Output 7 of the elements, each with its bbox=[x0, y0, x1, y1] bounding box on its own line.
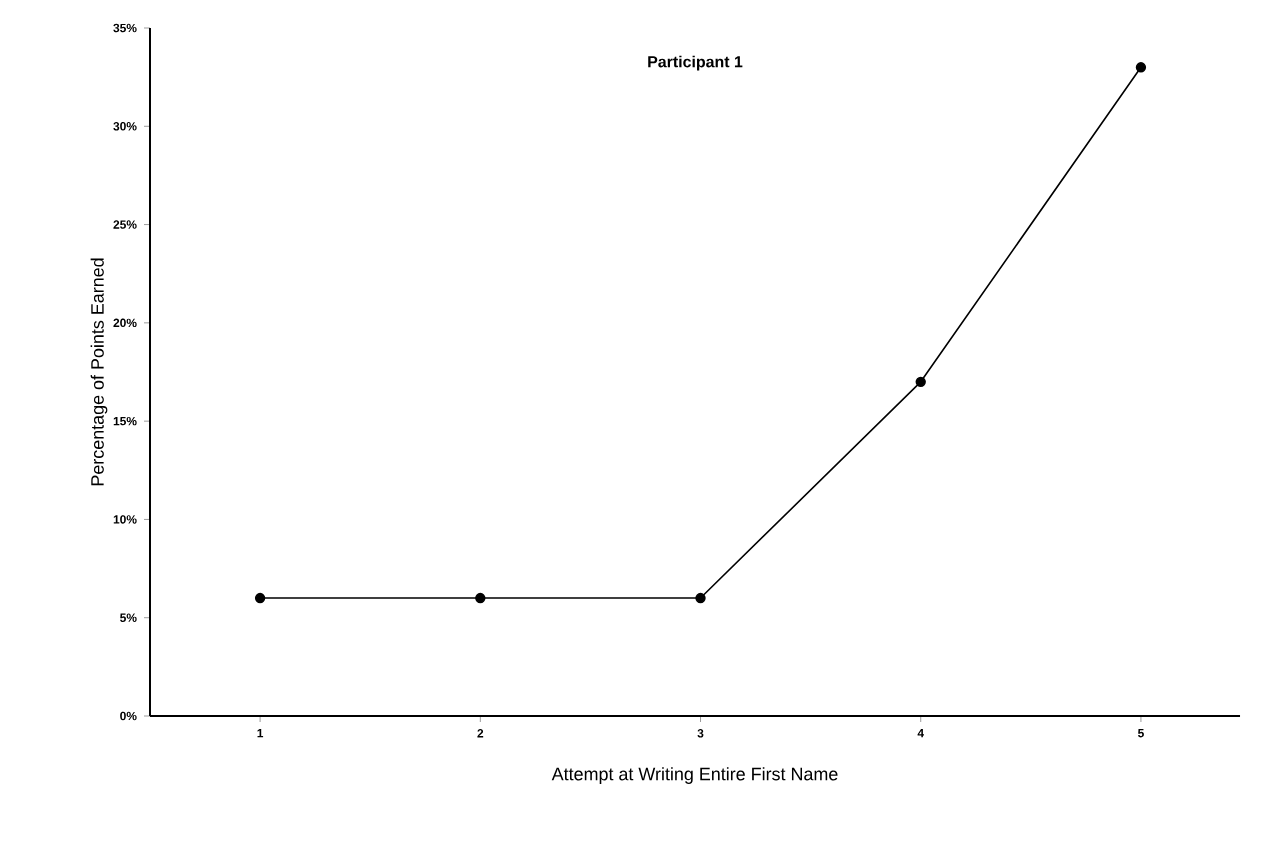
y-axis-title: Percentage of Points Earned bbox=[90, 258, 108, 486]
point bbox=[915, 376, 926, 388]
point bbox=[1135, 62, 1147, 73]
x-axis-title: Attempt at Writing Entire First Name bbox=[551, 767, 838, 784]
point bbox=[254, 592, 266, 604]
point bbox=[475, 592, 486, 604]
point bbox=[695, 592, 706, 604]
